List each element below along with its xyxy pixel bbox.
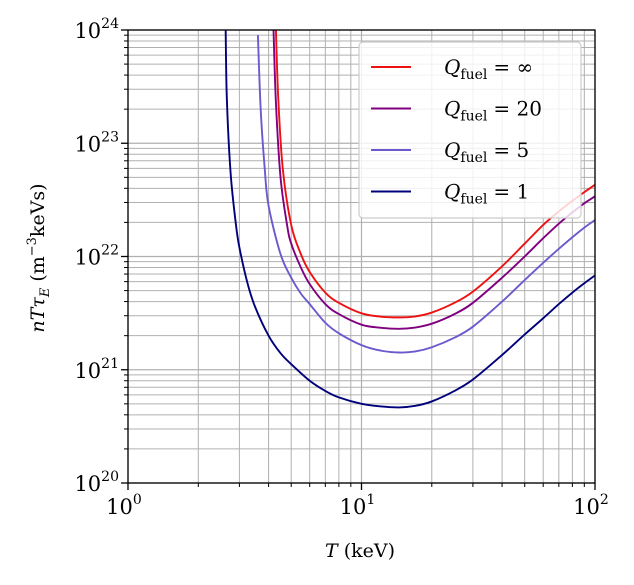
y-axis-label: nTτE(m−3keVs): [25, 183, 53, 332]
y-tick-label: 1020: [74, 469, 119, 496]
legend-label-1: Qfuel = ∞: [444, 55, 533, 83]
series-line-3: [256, 35, 595, 354]
x-axis-label: T (keV): [325, 540, 395, 562]
legend: Qfuel = ∞ Qfuel = 20 Qfuel = 5 Qfuel = 1: [358, 41, 582, 219]
y-tick-label: 1023: [74, 129, 119, 156]
legend-label-4: Qfuel = 1: [444, 180, 529, 208]
legend-label-2: Qfuel = 20: [444, 97, 542, 125]
y-tick-label: 1024: [74, 16, 119, 43]
y-tick-label: 1021: [74, 356, 119, 383]
series-line-2: [272, 30, 595, 330]
legend-label-3: Qfuel = 5: [444, 138, 529, 166]
x-tick-label: 101: [340, 492, 376, 519]
series-line-4: [224, 30, 595, 409]
y-tick-label: 1022: [74, 243, 119, 270]
x-tick-label: 102: [573, 492, 609, 519]
x-tick-label: 100: [106, 492, 142, 519]
legend-box: [358, 41, 582, 219]
ticks: 100 101 102 1020 1021 1022 1023 1024: [74, 16, 608, 519]
